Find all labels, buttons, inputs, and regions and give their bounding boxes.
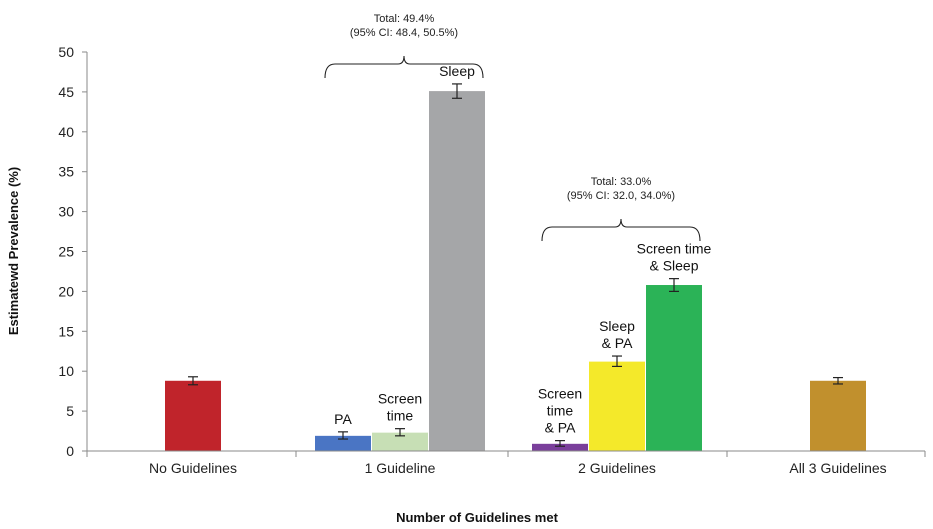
bar	[589, 361, 645, 451]
y-tick-label: 10	[58, 363, 74, 379]
bar-label: Screen	[378, 391, 422, 407]
bar-label: time	[547, 403, 574, 419]
y-tick-label: 25	[58, 244, 74, 260]
bar-label: PA	[334, 411, 352, 427]
bracket-annotation-text: Total: 33.0%	[591, 176, 652, 188]
bracket-annotations: Total: 49.4% (95% CI: 48.4, 50.5%) Total: …	[324, 13, 701, 242]
y-tick-label: 30	[58, 204, 74, 220]
y-tick-label: 5	[66, 403, 74, 419]
y-axis-title: Estimatewd Prevalence (%)	[6, 167, 21, 335]
bracket-annotation-text: (95% CI: 48.4, 50.5%)	[350, 27, 458, 39]
y-tick-label: 15	[58, 323, 74, 339]
y-tick-label: 50	[58, 44, 74, 60]
bracket	[324, 55, 484, 79]
x-axis-title: Number of Guidelines met	[396, 510, 558, 525]
y-tick-label: 0	[66, 443, 74, 459]
bracket-annotation-text: (95% CI: 32.0, 34.0%)	[567, 190, 675, 202]
y-tick-label: 35	[58, 164, 74, 180]
bar-label: time	[387, 408, 414, 424]
x-category-label: 1 Guideline	[365, 460, 436, 476]
bar	[532, 443, 588, 451]
bracket-annotation-text: Total: 49.4%	[374, 13, 435, 25]
x-axis-categories: No Guidelines 1 Guideline 2 Guidelines All …	[86, 451, 926, 476]
bar-label: Screen time	[637, 241, 712, 257]
bar	[646, 285, 702, 451]
bar-label: & Sleep	[649, 258, 698, 274]
x-category-label: No Guidelines	[149, 460, 237, 476]
bar	[429, 91, 485, 452]
bar	[810, 380, 866, 451]
bar	[315, 435, 371, 451]
bar-label: Screen	[538, 386, 582, 402]
x-category-label: 2 Guidelines	[578, 460, 656, 476]
bar-label: & PA	[545, 420, 577, 436]
bar	[165, 380, 221, 451]
bar-label: Sleep	[439, 63, 475, 79]
y-tick-label: 45	[58, 84, 74, 100]
y-axis-ticks: 0 5 10 15 20 25 30 35 40 45 50	[58, 44, 87, 459]
bar-label: Sleep	[599, 318, 635, 334]
x-category-label: All 3 Guidelines	[789, 460, 886, 476]
y-tick-label: 40	[58, 124, 74, 140]
bar	[372, 432, 428, 451]
y-tick-label: 20	[58, 283, 74, 299]
bracket	[541, 218, 701, 242]
bar-label: & PA	[602, 335, 634, 351]
